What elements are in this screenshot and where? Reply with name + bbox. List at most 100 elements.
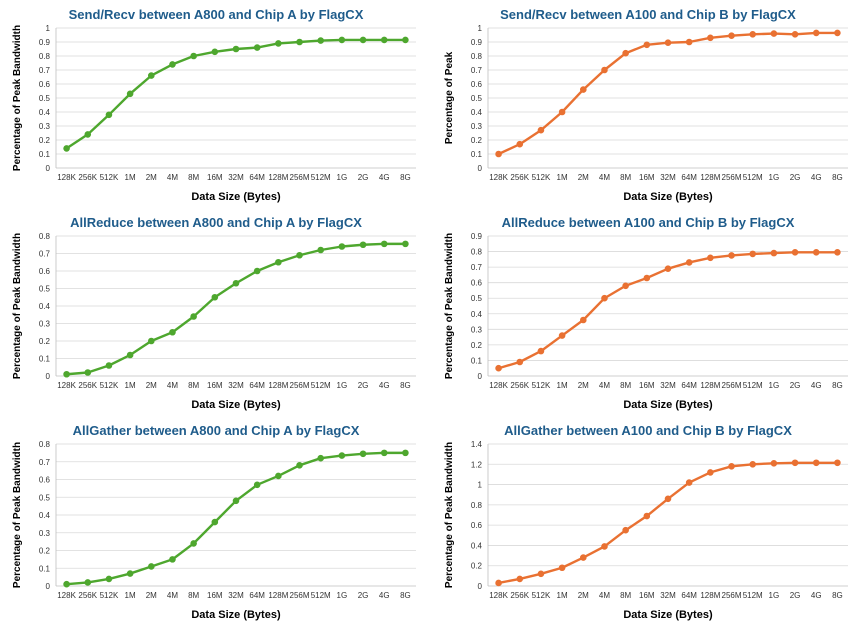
x-tick-label: 8M: [188, 591, 199, 600]
chart-title: AllGather between A100 and Chip B by Fla…: [504, 423, 792, 438]
x-tick-label: 512M: [743, 173, 763, 182]
y-tick-label: 0.2: [39, 547, 51, 556]
data-point: [707, 34, 714, 42]
x-tick-label: 128K: [57, 173, 76, 182]
x-tick-label: 32M: [660, 591, 676, 600]
x-tick-label: 2G: [790, 173, 801, 182]
x-tick-label: 4G: [379, 591, 390, 600]
y-tick-label: 0.1: [39, 564, 51, 573]
x-tick-label: 256M: [290, 173, 310, 182]
data-point: [643, 41, 651, 49]
y-tick-label: 0.9: [39, 38, 51, 47]
data-point: [190, 52, 197, 60]
x-tick-label: 1M: [557, 173, 568, 182]
x-tick-label: 16M: [207, 381, 223, 390]
y-tick-label: 0.3: [471, 122, 483, 131]
y-tick-label: 0.5: [39, 94, 51, 103]
x-tick-label: 2M: [146, 591, 157, 600]
data-point: [190, 540, 197, 547]
y-tick-label: 0.8: [471, 248, 483, 257]
y-tick-label: 1: [478, 24, 483, 33]
data-point: [380, 240, 388, 248]
y-tick-label: 0: [478, 582, 483, 591]
y-tick-label: 0: [46, 372, 51, 381]
chart-title: AllReduce between A100 and Chip B by Fla…: [502, 215, 795, 230]
data-point: [402, 449, 409, 457]
data-point: [622, 49, 629, 57]
x-tick-label: 512M: [311, 173, 331, 182]
x-tick-label: 2G: [790, 591, 801, 600]
x-tick-label: 512K: [532, 173, 551, 182]
y-tick-label: 0.6: [39, 267, 51, 276]
data-point: [359, 241, 367, 249]
data-point: [558, 108, 566, 116]
y-tick-label: 0.8: [39, 52, 51, 61]
y-tick-label: 0.4: [471, 310, 483, 319]
x-tick-label: 4M: [167, 591, 178, 600]
x-tick-label: 32M: [660, 173, 676, 182]
x-tick-label: 128M: [268, 173, 288, 182]
data-point: [380, 449, 388, 457]
chart-title: Send/Recv between A800 and Chip A by Fla…: [69, 7, 364, 22]
data-point: [770, 459, 778, 467]
x-tick-label: 512K: [532, 591, 551, 600]
y-axis-label: Percentage of Peak Bandwidth: [444, 233, 455, 379]
y-tick-label: 0.4: [471, 108, 483, 117]
data-point: [253, 44, 261, 51]
x-tick-label: 4G: [811, 173, 822, 182]
x-tick-label: 16M: [207, 173, 223, 182]
x-tick-label: 2G: [358, 591, 369, 600]
x-tick-label: 1M: [557, 591, 568, 600]
x-tick-label: 8G: [832, 591, 843, 600]
data-point: [338, 36, 346, 44]
chart-allreduce-a800: AllReduce between A800 and Chip A by Fla…: [8, 212, 424, 414]
x-tick-label: 128K: [57, 381, 76, 390]
x-tick-label: 1G: [769, 591, 780, 600]
data-point: [126, 351, 134, 359]
data-point: [232, 497, 240, 505]
y-tick-label: 0.5: [39, 285, 51, 294]
chart-svg: Send/Recv between A100 and Chip B by Fla…: [444, 7, 848, 203]
x-tick-label: 8M: [188, 381, 199, 390]
x-tick-label: 8G: [400, 381, 411, 390]
x-tick-label: 16M: [639, 173, 655, 182]
x-tick-label: 128K: [489, 591, 508, 600]
x-tick-label: 128M: [700, 173, 720, 182]
x-tick-label: 512M: [311, 591, 331, 600]
data-point: [664, 495, 672, 503]
y-tick-label: 0.6: [471, 80, 483, 89]
x-tick-label: 512K: [100, 173, 119, 182]
y-tick-label: 0.5: [39, 493, 51, 502]
x-tick-label: 8G: [400, 173, 411, 182]
y-tick-label: 0.7: [39, 66, 51, 75]
data-point: [63, 580, 70, 588]
x-tick-label: 1G: [769, 381, 780, 390]
y-tick-label: 1: [46, 24, 51, 33]
y-tick-label: 0.1: [39, 150, 51, 159]
data-point: [812, 459, 820, 467]
data-point: [402, 36, 409, 44]
data-point: [643, 274, 651, 282]
x-axis-label: Data Size (Bytes): [191, 191, 281, 203]
x-tick-label: 256K: [78, 591, 97, 600]
y-tick-label: 0.1: [471, 150, 483, 159]
data-point: [169, 328, 176, 336]
y-tick-label: 0.4: [39, 302, 51, 311]
x-tick-label: 256K: [510, 173, 529, 182]
data-point: [579, 554, 587, 561]
data-point: [402, 240, 409, 248]
data-point: [834, 29, 841, 37]
data-point: [537, 570, 545, 578]
data-point: [232, 45, 240, 53]
y-tick-label: 0.9: [471, 232, 483, 241]
x-tick-label: 64M: [249, 381, 265, 390]
data-point: [516, 140, 524, 148]
x-tick-label: 256M: [722, 591, 742, 600]
data-point: [685, 479, 693, 486]
data-point: [296, 38, 303, 46]
y-tick-label: 0.9: [471, 38, 483, 47]
x-tick-label: 128K: [489, 381, 508, 390]
data-point: [664, 265, 672, 272]
x-tick-label: 256K: [510, 591, 529, 600]
x-tick-label: 64M: [681, 173, 697, 182]
